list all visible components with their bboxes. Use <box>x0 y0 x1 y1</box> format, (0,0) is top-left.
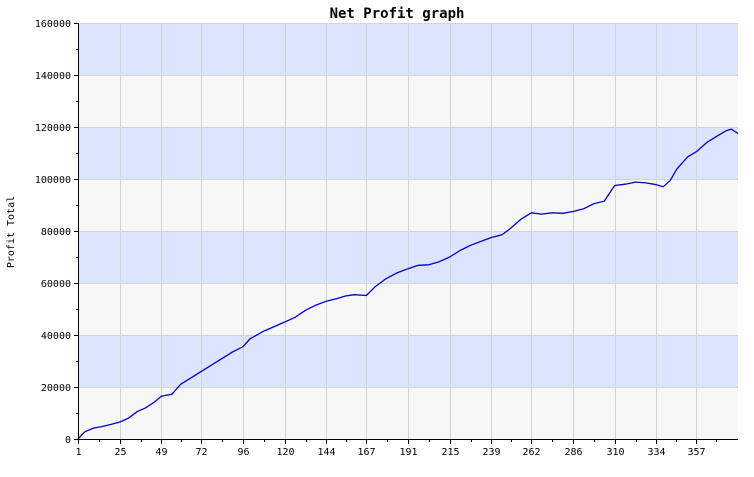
x-tick-label: 49 <box>155 447 167 458</box>
x-tick-label: 120 <box>276 447 294 458</box>
chart-title: Net Profit graph <box>330 6 465 22</box>
y-axis-ticks: 0 20000 40000 60000 80000 100000 120000 140000 1… <box>35 19 78 446</box>
y-tick-label: 60000 <box>41 279 71 290</box>
x-tick-label: 167 <box>357 447 375 458</box>
net-profit-line <box>77 128 739 440</box>
y-tick-label: 80000 <box>41 227 71 238</box>
x-tick-label: 357 <box>687 447 705 458</box>
y-tick-label: 120000 <box>35 123 71 134</box>
y-axis-label: Profit Total <box>6 196 17 268</box>
x-tick-label: 334 <box>647 447 665 458</box>
x-tick-label: 310 <box>606 447 624 458</box>
y-tick-label: 40000 <box>41 331 71 342</box>
x-tick-label: 215 <box>441 447 459 458</box>
x-tick-label: 262 <box>522 447 540 458</box>
y-tick-label: 100000 <box>35 175 71 186</box>
x-tick-label: 191 <box>399 447 417 458</box>
y-tick-label: 140000 <box>35 71 71 82</box>
x-tick-label: 96 <box>237 447 249 458</box>
x-tick-label: 72 <box>195 447 207 458</box>
x-tick-label: 286 <box>564 447 582 458</box>
y-tick-label: 20000 <box>41 383 71 394</box>
x-tick-label: 25 <box>114 447 126 458</box>
y-tick-label: 0 <box>65 435 71 446</box>
x-axis-ticks: 1 25 49 72 96 120 144 167 191 215 239 262 286 310 334 3… <box>75 439 717 458</box>
x-tick-label: 144 <box>317 447 335 458</box>
series-group <box>77 128 739 440</box>
x-tick-label: 1 <box>75 447 81 458</box>
x-tick-label: 239 <box>482 447 500 458</box>
y-tick-label: 160000 <box>35 19 71 30</box>
